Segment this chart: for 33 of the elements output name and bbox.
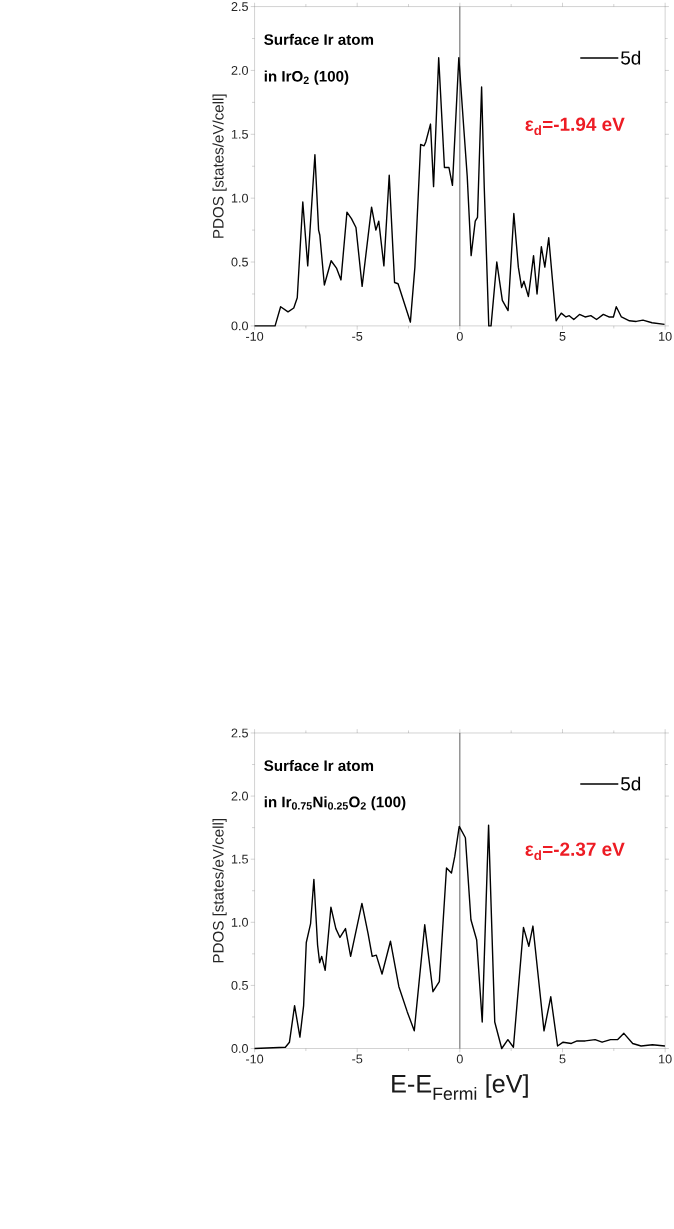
x-tick-label: -5 — [352, 1054, 363, 1064]
x-tick-label: 10 — [658, 331, 672, 341]
annotation: in Ir$_{0.75}$Ni$_{0.25}$O$_{2}$ (100) — [264, 796, 406, 811]
y-tick-label: 2.5 — [231, 728, 248, 738]
x-tick-label: 0 — [456, 331, 463, 341]
y-tick-label: 1.0 — [231, 193, 248, 203]
y-axis-title: PDOS [states/eV/cell] — [212, 819, 227, 963]
x-tick-label: -10 — [245, 331, 264, 341]
x-tick-label: 5 — [559, 331, 566, 341]
y-tick-label: 0.0 — [231, 321, 248, 331]
legend-label: 5d — [620, 50, 640, 65]
x-tick-label: 0 — [456, 1054, 463, 1064]
annotation: Surface Ir atom — [264, 33, 373, 45]
x-tick-label: -10 — [245, 1054, 264, 1064]
y-tick-label: 2.0 — [231, 65, 248, 75]
y-tick-label: 0.0 — [231, 1044, 248, 1053]
x-tick-label: 5 — [559, 1054, 566, 1064]
x-tick-label: 10 — [658, 1054, 672, 1064]
annotation: in IrO$_{2}$ (100) — [264, 70, 349, 85]
legend-label: 5d — [620, 776, 640, 791]
y-tick-label: 1.0 — [231, 917, 248, 927]
y-tick-label: 1.5 — [231, 854, 248, 864]
y-tick-label: 1.5 — [231, 129, 248, 139]
annotation: Surface Ir atom — [264, 759, 373, 772]
y-tick-label: 0.5 — [231, 980, 248, 990]
y-tick-label: 2.5 — [231, 2, 248, 12]
y-axis-title: PDOS [states/eV/cell] — [212, 94, 227, 238]
y-tick-label: 2.0 — [231, 791, 248, 801]
x-axis-title: E-E$_{Fermi}$ [eV] — [392, 1074, 528, 1101]
x-tick-label: -5 — [352, 331, 363, 341]
annotation: ε$_{d}$=-1.94 eV — [525, 117, 625, 136]
y-tick-label: 0.5 — [231, 257, 248, 267]
annotation: ε$_{d}$=-2.37 eV — [525, 842, 625, 861]
